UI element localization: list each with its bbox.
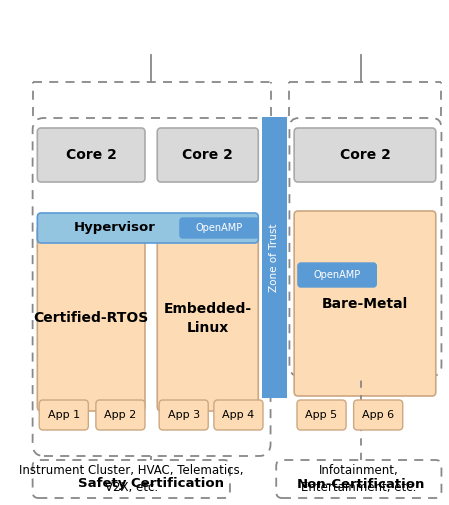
Text: App 2: App 2	[104, 410, 136, 420]
Text: Safety Certification: Safety Certification	[78, 478, 224, 490]
FancyBboxPatch shape	[37, 226, 145, 411]
Text: Non-Certification: Non-Certification	[297, 478, 425, 490]
Text: OpenAMP: OpenAMP	[313, 270, 361, 280]
FancyBboxPatch shape	[180, 218, 258, 238]
FancyBboxPatch shape	[354, 400, 403, 430]
FancyBboxPatch shape	[37, 213, 258, 243]
Text: Instrument Cluster, HVAC, Telematics,
V2X, etc.: Instrument Cluster, HVAC, Telematics, V2…	[19, 464, 243, 494]
FancyBboxPatch shape	[298, 263, 376, 287]
FancyBboxPatch shape	[159, 400, 208, 430]
Text: Certified-RTOS: Certified-RTOS	[34, 312, 149, 326]
Text: App 1: App 1	[48, 410, 80, 420]
FancyBboxPatch shape	[214, 400, 263, 430]
FancyBboxPatch shape	[96, 400, 145, 430]
Text: Zone of Trust: Zone of Trust	[269, 223, 279, 292]
FancyBboxPatch shape	[297, 400, 346, 430]
FancyBboxPatch shape	[37, 128, 145, 182]
FancyBboxPatch shape	[294, 128, 436, 182]
FancyBboxPatch shape	[294, 211, 436, 396]
Text: Hypervisor: Hypervisor	[74, 222, 156, 234]
Text: Core 2: Core 2	[182, 148, 233, 162]
Text: App 4: App 4	[222, 410, 255, 420]
Text: App 5: App 5	[305, 410, 338, 420]
FancyBboxPatch shape	[39, 400, 88, 430]
Text: App 3: App 3	[167, 410, 200, 420]
Text: Embedded-
Linux: Embedded- Linux	[164, 302, 252, 335]
Text: App 6: App 6	[362, 410, 394, 420]
Bar	[262, 117, 286, 398]
FancyBboxPatch shape	[157, 226, 258, 411]
Text: Bare-Metal: Bare-Metal	[322, 296, 408, 311]
Text: Core 2: Core 2	[66, 148, 117, 162]
Text: Infotainment,
Entertainment, etc.: Infotainment, Entertainment, etc.	[301, 464, 417, 494]
Text: OpenAMP: OpenAMP	[195, 223, 243, 233]
Text: Core 2: Core 2	[339, 148, 390, 162]
FancyBboxPatch shape	[157, 128, 258, 182]
